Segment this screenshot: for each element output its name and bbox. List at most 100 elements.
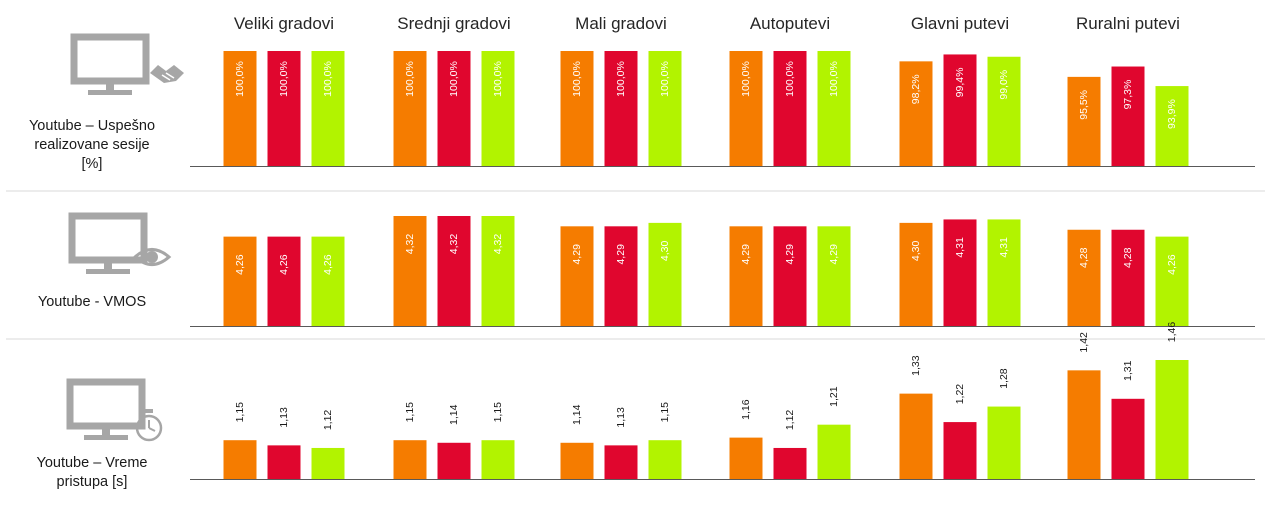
monitor-neck bbox=[104, 262, 112, 270]
data-label: 100,0% bbox=[448, 61, 460, 97]
bar bbox=[560, 51, 594, 166]
data-label: 4,30 bbox=[910, 240, 922, 261]
monitor-screen bbox=[70, 33, 150, 85]
data-label: 95,5% bbox=[1078, 90, 1090, 120]
youtube-access-time-row: Youtube – Vreme pristupa [s] 1,15 1,15 1,14 1… bbox=[37, 322, 1255, 490]
data-label: 1,22 bbox=[954, 384, 966, 405]
data-label: 93,9% bbox=[1166, 99, 1178, 129]
data-label: 4,29 bbox=[784, 244, 796, 265]
data-label: 1,28 bbox=[998, 368, 1010, 389]
data-label: 99,4% bbox=[954, 68, 966, 98]
data-label: 1,12 bbox=[322, 410, 334, 431]
data-label: 4,29 bbox=[828, 244, 840, 265]
bar bbox=[1067, 370, 1101, 479]
bar bbox=[267, 236, 301, 326]
bar bbox=[393, 51, 427, 166]
bar bbox=[481, 51, 515, 166]
category-label: Ruralni putevi bbox=[1076, 14, 1180, 33]
bar bbox=[943, 54, 977, 167]
monitor-handshake-icon bbox=[70, 33, 184, 95]
data-label: 4,31 bbox=[954, 237, 966, 258]
monitor-stopwatch-icon bbox=[66, 378, 163, 442]
data-label: 100,0% bbox=[492, 61, 504, 97]
bar bbox=[773, 226, 807, 326]
bar bbox=[267, 51, 301, 166]
bar bbox=[817, 51, 851, 166]
data-label: 1,33 bbox=[910, 355, 922, 376]
data-label: 1,13 bbox=[615, 407, 627, 428]
bar bbox=[437, 442, 471, 479]
data-label: 99,0% bbox=[998, 70, 1010, 100]
data-label: 4,29 bbox=[740, 244, 752, 265]
monitor-neck bbox=[106, 83, 114, 91]
bar bbox=[648, 440, 682, 479]
data-label: 1,15 bbox=[492, 402, 504, 423]
bar bbox=[1111, 66, 1145, 166]
bar bbox=[560, 226, 594, 326]
data-label: 100,0% bbox=[322, 61, 334, 97]
monitor-eye-icon bbox=[68, 212, 172, 274]
data-label: 4,32 bbox=[448, 234, 460, 255]
bar bbox=[729, 226, 763, 326]
data-label: 4,26 bbox=[234, 254, 246, 275]
bar bbox=[223, 51, 257, 166]
eye-pupil bbox=[146, 251, 158, 263]
data-label: 4,29 bbox=[615, 244, 627, 265]
bar bbox=[481, 216, 515, 326]
data-label: 100,0% bbox=[234, 61, 246, 97]
data-label: 1,31 bbox=[1122, 360, 1134, 381]
bar bbox=[1111, 398, 1145, 479]
bar bbox=[729, 51, 763, 166]
row-label: pristupa [s] bbox=[57, 474, 128, 490]
data-label: 100,0% bbox=[784, 61, 796, 97]
data-label: 100,0% bbox=[828, 61, 840, 97]
data-label: 100,0% bbox=[404, 61, 416, 97]
bar bbox=[311, 447, 345, 479]
data-label: 4,28 bbox=[1122, 247, 1134, 268]
row-label: realizovane sesije bbox=[34, 137, 149, 153]
data-label: 100,0% bbox=[615, 61, 627, 97]
bar bbox=[1155, 236, 1189, 326]
bar bbox=[648, 51, 682, 166]
youtube-vmos-row: Youtube - VMOS 4,26 4,32 4,29 4,29 4,30 4,28 4,… bbox=[38, 216, 1255, 327]
bar bbox=[267, 445, 301, 479]
monitor-screen bbox=[68, 212, 148, 264]
category-label: Glavni putevi bbox=[911, 14, 1009, 33]
bar bbox=[604, 445, 638, 479]
bar bbox=[943, 422, 977, 479]
row-label: [%] bbox=[82, 156, 103, 172]
data-label: 4,26 bbox=[278, 254, 290, 275]
bar bbox=[729, 437, 763, 479]
bar bbox=[393, 216, 427, 326]
data-label: 100,0% bbox=[571, 61, 583, 97]
data-label: 1,15 bbox=[234, 402, 246, 423]
bar bbox=[437, 51, 471, 166]
data-label: 1,42 bbox=[1078, 332, 1090, 353]
bar bbox=[437, 216, 471, 326]
data-label: 4,26 bbox=[1166, 254, 1178, 275]
data-label: 1,46 bbox=[1166, 322, 1178, 343]
bar bbox=[223, 440, 257, 479]
monitor-stand bbox=[88, 90, 132, 95]
eye-outline bbox=[132, 248, 172, 266]
data-label: 100,0% bbox=[740, 61, 752, 97]
bar bbox=[481, 440, 515, 479]
bar bbox=[648, 222, 682, 326]
data-label: 1,14 bbox=[571, 404, 583, 425]
row-label: Youtube – Vreme bbox=[37, 455, 148, 471]
category-label: Mali gradovi bbox=[575, 14, 667, 33]
row-label: Youtube – Uspešno bbox=[29, 118, 155, 134]
bar bbox=[773, 447, 807, 479]
bar bbox=[943, 219, 977, 326]
stopwatch-hand bbox=[148, 427, 156, 432]
monitor-neck bbox=[102, 428, 110, 436]
bar bbox=[604, 226, 638, 326]
data-label: 1,13 bbox=[278, 407, 290, 428]
bar bbox=[899, 393, 933, 479]
bar bbox=[773, 51, 807, 166]
data-label: 100,0% bbox=[659, 61, 671, 97]
bar bbox=[899, 61, 933, 166]
bar bbox=[899, 222, 933, 326]
